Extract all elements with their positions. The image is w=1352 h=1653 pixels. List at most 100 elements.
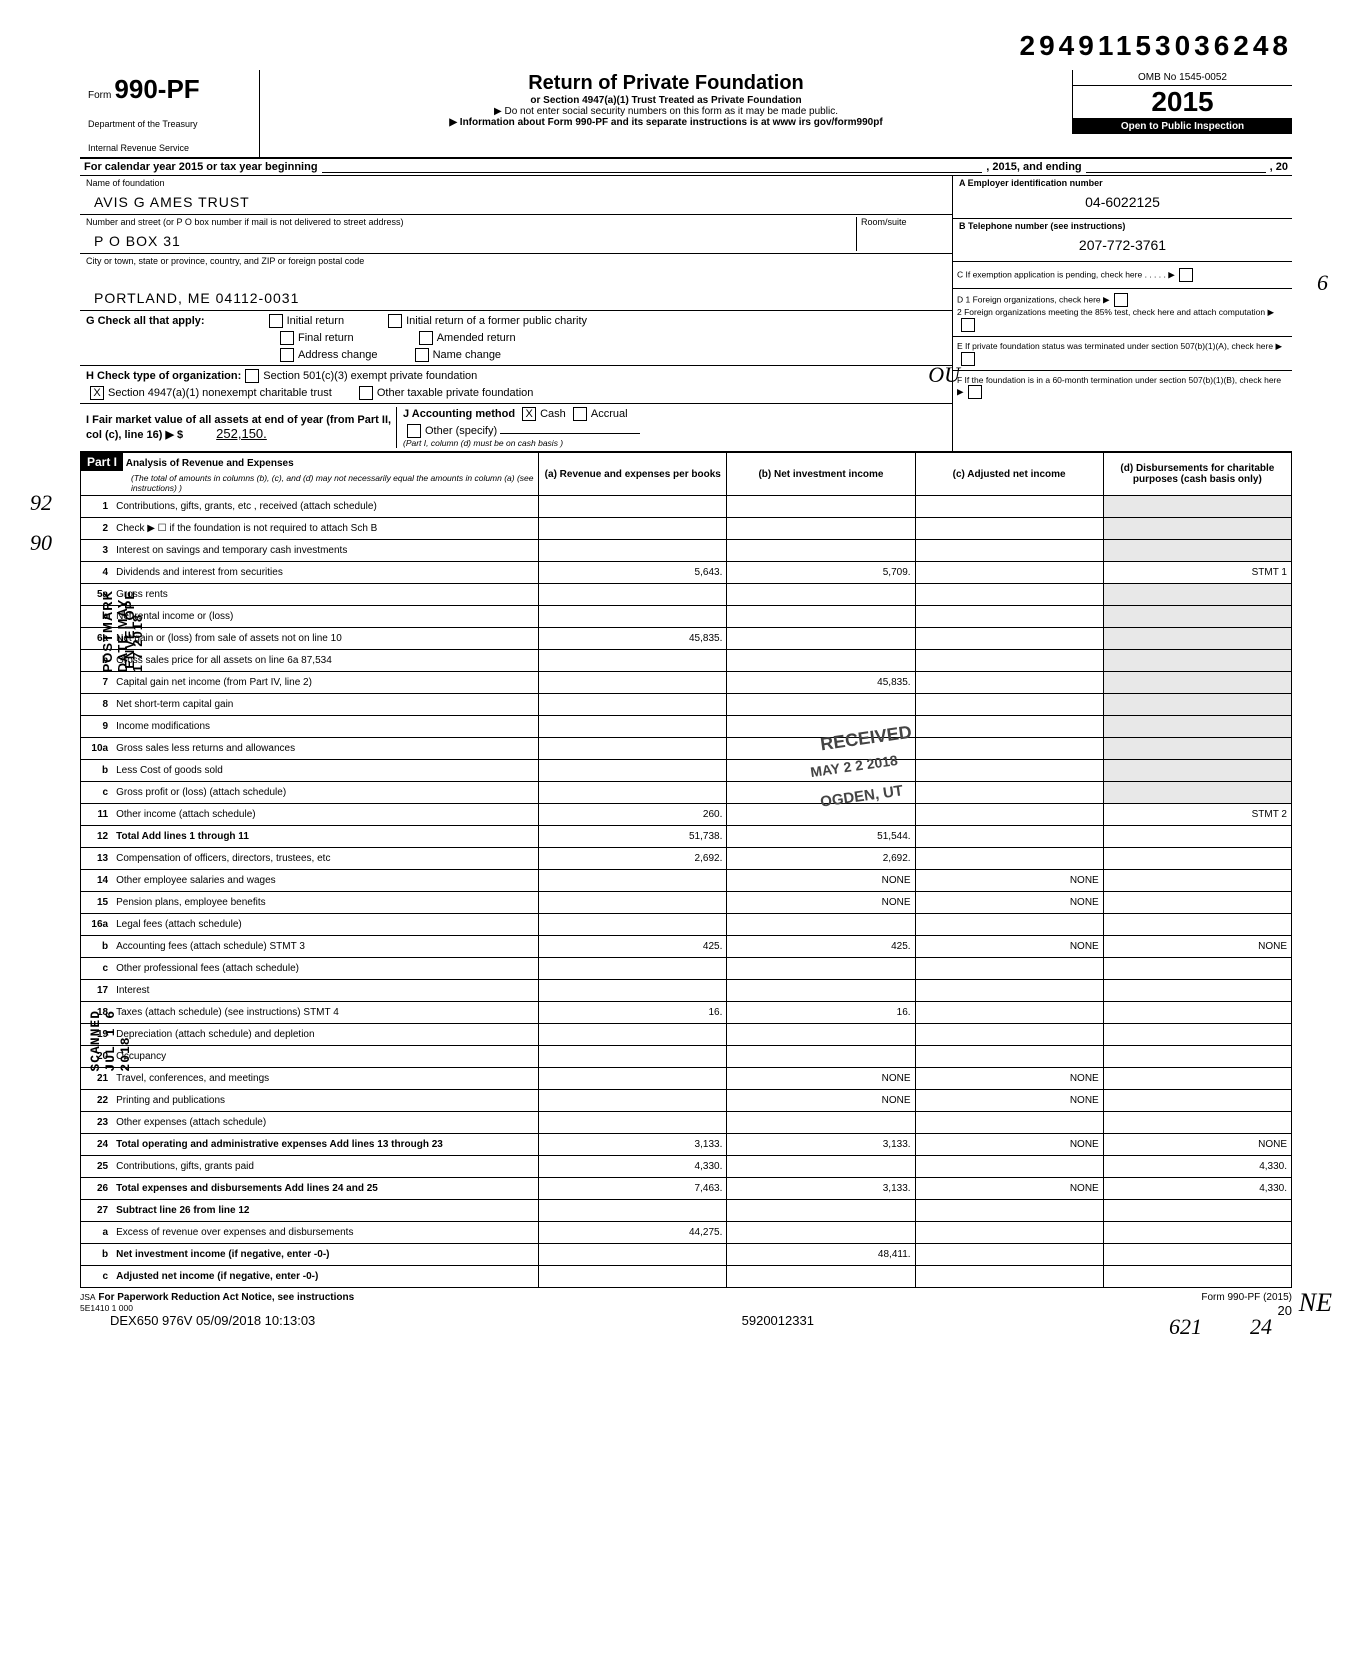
- col-c-val: [915, 738, 1103, 760]
- table-row: 4Dividends and interest from securities5…: [81, 562, 1292, 584]
- row-desc: Subtract line 26 from line 12: [112, 1200, 539, 1222]
- checkbox-c[interactable]: [1179, 268, 1193, 282]
- i-value: 252,150.: [216, 426, 267, 441]
- col-d-val: [1103, 1112, 1291, 1134]
- section-h: H Check type of organization: Section 50…: [80, 366, 952, 404]
- checkbox-addr-change[interactable]: [280, 348, 294, 362]
- public-inspection: Open to Public Inspection: [1073, 119, 1292, 134]
- table-row: cAdjusted net income (if negative, enter…: [81, 1266, 1292, 1288]
- ein-label: A Employer identification number: [959, 178, 1286, 188]
- dept-treasury: Department of the Treasury: [88, 119, 251, 129]
- row-desc: Gross profit or (loss) (attach schedule): [112, 782, 539, 804]
- row-number: 9: [81, 716, 113, 738]
- table-row: 24Total operating and administrative exp…: [81, 1134, 1292, 1156]
- col-b-val: [727, 694, 915, 716]
- checkbox-other-method[interactable]: [407, 424, 421, 438]
- col-d-val: [1103, 892, 1291, 914]
- row-desc: Check ▶ ☐ if the foundation is not requi…: [112, 518, 539, 540]
- table-row: 6aNet gain or (loss) from sale of assets…: [81, 628, 1292, 650]
- table-row: cGross profit or (loss) (attach schedule…: [81, 782, 1292, 804]
- col-c-val: [915, 826, 1103, 848]
- col-b-val: [727, 760, 915, 782]
- col-a-val: [539, 496, 727, 518]
- col-c-val: [915, 1266, 1103, 1288]
- row-number: 19: [81, 1024, 113, 1046]
- e-label: E If private foundation status was termi…: [957, 341, 1273, 351]
- checkbox-f[interactable]: [968, 385, 982, 399]
- f-label: F If the foundation is in a 60-month ter…: [957, 375, 1281, 385]
- row-number: 11: [81, 804, 113, 826]
- col-a-val: [539, 672, 727, 694]
- handwritten-92: 92: [30, 490, 52, 516]
- form-number: 990-PF: [114, 74, 199, 104]
- col-d-val: [1103, 1068, 1291, 1090]
- checkbox-name-change[interactable]: [415, 348, 429, 362]
- col-b-val: [727, 1222, 915, 1244]
- col-a-val: 16.: [539, 1002, 727, 1024]
- form-header: Form 990-PF Department of the Treasury I…: [80, 70, 1292, 159]
- row-number: a: [81, 1222, 113, 1244]
- checkbox-d2[interactable]: [961, 318, 975, 332]
- col-d-val: NONE: [1103, 936, 1291, 958]
- row-number: 13: [81, 848, 113, 870]
- col-a-val: [539, 870, 727, 892]
- col-b-val: [727, 1200, 915, 1222]
- col-a-val: 44,275.: [539, 1222, 727, 1244]
- row-number: b: [81, 760, 113, 782]
- checkbox-amended[interactable]: [419, 331, 433, 345]
- col-a-val: 260.: [539, 804, 727, 826]
- row-number: 20: [81, 1046, 113, 1068]
- row-desc: Printing and publications: [112, 1090, 539, 1112]
- col-d-val: [1103, 958, 1291, 980]
- checkbox-501c3[interactable]: [245, 369, 259, 383]
- col-c-val: NONE: [915, 870, 1103, 892]
- col-b-val: [727, 496, 915, 518]
- col-c-val: [915, 914, 1103, 936]
- table-row: 13Compensation of officers, directors, t…: [81, 848, 1292, 870]
- col-a-val: [539, 1024, 727, 1046]
- col-c-val: [915, 1244, 1103, 1266]
- foundation-name: AVIS G AMES TRUST: [86, 188, 946, 212]
- table-row: 2Check ▶ ☐ if the foundation is not requ…: [81, 518, 1292, 540]
- checkbox-4947a1[interactable]: X: [90, 386, 104, 400]
- col-a-val: 425.: [539, 936, 727, 958]
- checkbox-d1[interactable]: [1114, 293, 1128, 307]
- col-a-val: [539, 606, 727, 628]
- row-desc: Other employee salaries and wages: [112, 870, 539, 892]
- checkbox-accrual[interactable]: [573, 407, 587, 421]
- row-number: 27: [81, 1200, 113, 1222]
- col-a-val: 7,463.: [539, 1178, 727, 1200]
- table-row: 12Total Add lines 1 through 1151,738.51,…: [81, 826, 1292, 848]
- col-d-val: [1103, 672, 1291, 694]
- row-number: 16a: [81, 914, 113, 936]
- table-row: cOther professional fees (attach schedul…: [81, 958, 1292, 980]
- col-c-val: NONE: [915, 1178, 1103, 1200]
- checkbox-other-taxable[interactable]: [359, 386, 373, 400]
- checkbox-e[interactable]: [961, 352, 975, 366]
- col-c-val: [915, 760, 1103, 782]
- cal-year-prefix: For calendar year 2015 or tax year begin…: [84, 161, 318, 173]
- row-desc: Capital gain net income (from Part IV, l…: [112, 672, 539, 694]
- row-number: 18: [81, 1002, 113, 1024]
- col-b-val: 3,133.: [727, 1178, 915, 1200]
- col-a-val: [539, 716, 727, 738]
- checkbox-initial-former[interactable]: [388, 314, 402, 328]
- row-desc: Net investment income (if negative, ente…: [112, 1244, 539, 1266]
- checkbox-final[interactable]: [280, 331, 294, 345]
- row-number: b: [81, 606, 113, 628]
- col-a-val: 3,133.: [539, 1134, 727, 1156]
- handwritten-24: 24: [1250, 1314, 1272, 1340]
- table-row: 11Other income (attach schedule)260.STMT…: [81, 804, 1292, 826]
- table-row: 21Travel, conferences, and meetingsNONEN…: [81, 1068, 1292, 1090]
- checkbox-initial[interactable]: [269, 314, 283, 328]
- checkbox-cash[interactable]: X: [522, 407, 536, 421]
- row-number: b: [81, 936, 113, 958]
- table-row: bNet investment income (if negative, ent…: [81, 1244, 1292, 1266]
- footer: JSA For Paperwork Reduction Act Notice, …: [80, 1288, 1292, 1332]
- row-desc: Gross rents: [112, 584, 539, 606]
- col-c-val: NONE: [915, 892, 1103, 914]
- col-a-val: [539, 694, 727, 716]
- col-b-val: [727, 716, 915, 738]
- tax-year: 2015: [1073, 86, 1292, 119]
- row-number: 15: [81, 892, 113, 914]
